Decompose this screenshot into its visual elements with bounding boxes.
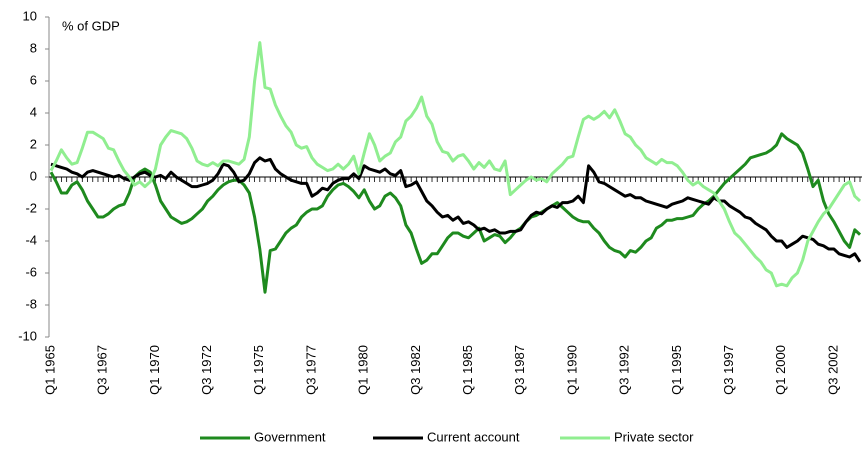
- x-tick-label: Q3 1977: [303, 345, 318, 395]
- annotation: % of GDP: [62, 18, 120, 33]
- x-tick-label: Q3 1987: [512, 345, 527, 395]
- legend-label: Private sector: [614, 429, 694, 444]
- x-tick-label: Q1 1985: [460, 345, 475, 395]
- legend-label: Current account: [427, 429, 520, 444]
- y-tick-label: 2: [30, 136, 37, 151]
- y-tick-label: 0: [30, 168, 37, 183]
- legend-label: Government: [254, 429, 326, 444]
- x-tick-label: Q1 1995: [669, 345, 684, 395]
- x-tick-label: Q3 1992: [617, 345, 632, 395]
- series-line: [50, 156, 862, 263]
- y-tick-label: -2: [25, 200, 37, 215]
- y-tick-label: -4: [25, 232, 37, 247]
- x-tick-label: Q3 1972: [199, 345, 214, 395]
- x-tick-label: Q1 1970: [147, 345, 162, 395]
- series-line: [49, 132, 862, 294]
- x-tick-label: Q1 1980: [356, 345, 371, 395]
- y-tick-label: 8: [30, 40, 37, 55]
- x-tick-label: Q1 2000: [773, 345, 788, 395]
- series-line: [49, 41, 862, 288]
- y-tick-label: 6: [30, 72, 37, 87]
- y-tick-label: -10: [18, 328, 37, 343]
- x-tick-label: Q3 1967: [95, 345, 110, 395]
- x-tick-label: Q3 1997: [721, 345, 736, 395]
- x-tick-label: Q1 1975: [251, 345, 266, 395]
- y-tick-label: 4: [30, 104, 37, 119]
- y-tick-label: -6: [25, 264, 37, 279]
- x-tick-label: Q3 1982: [408, 345, 423, 395]
- x-tick-label: Q1 1965: [42, 345, 57, 395]
- y-tick-label: 10: [23, 8, 37, 23]
- x-tick-label: Q1 1990: [564, 345, 579, 395]
- x-tick-label: Q3 2002: [825, 345, 840, 395]
- y-tick-label: -8: [25, 296, 37, 311]
